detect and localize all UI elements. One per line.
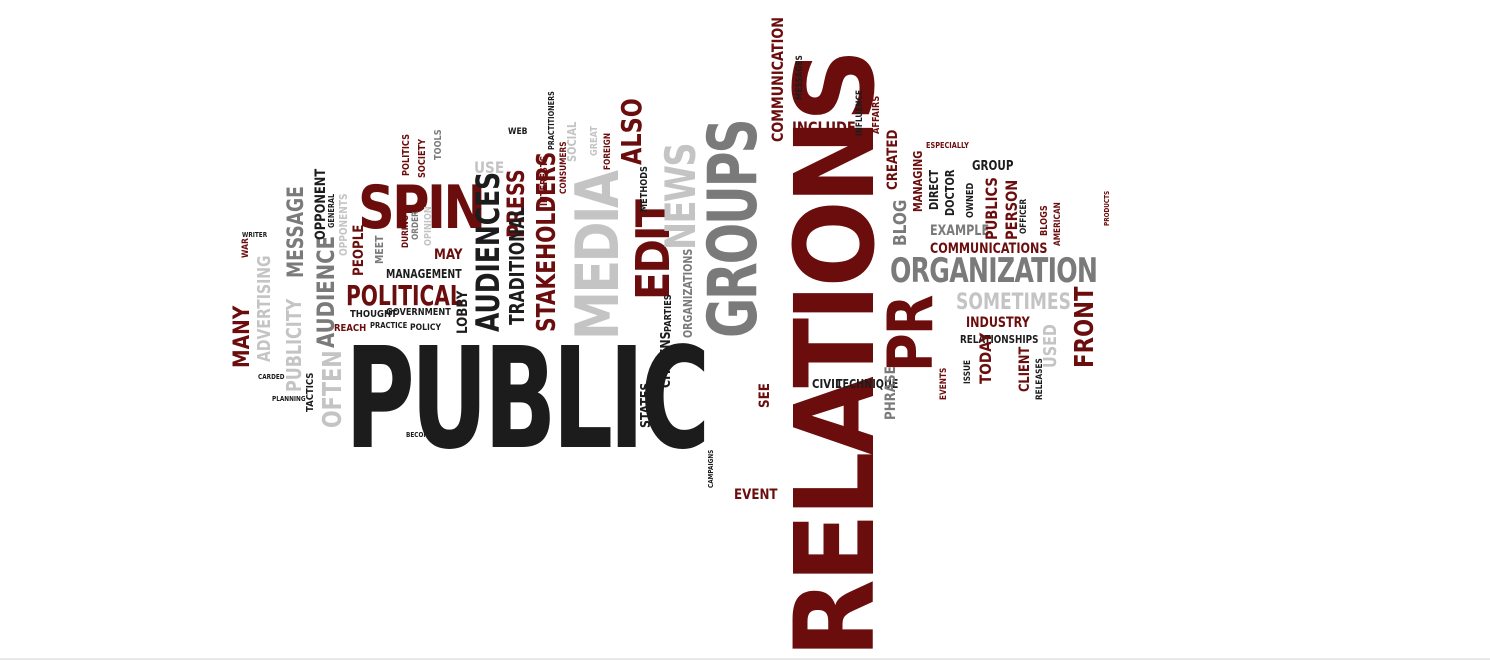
word-civil: CIVIL bbox=[812, 377, 842, 391]
word-opponents: OPPONENTS bbox=[337, 193, 350, 256]
word-issue: ISSUE bbox=[963, 359, 973, 384]
word-also: ALSO bbox=[615, 98, 648, 165]
word-created: CREATED bbox=[885, 129, 901, 190]
word-releases: RELEASES bbox=[1035, 358, 1045, 400]
word-influence: INFLUENCE bbox=[855, 89, 865, 136]
word-blog: BLOG bbox=[890, 199, 911, 246]
word-include: INCLUDE bbox=[792, 118, 856, 137]
word-publics: PUBLICS bbox=[982, 177, 1001, 240]
word-tactics: TACTICS bbox=[305, 372, 316, 412]
word-policy: POLICY bbox=[410, 323, 441, 333]
word-use: USE bbox=[474, 158, 505, 177]
word-meet: MEET bbox=[373, 235, 386, 264]
word-media: MEDIA bbox=[563, 172, 633, 340]
word-phrase: PHRASE bbox=[883, 366, 899, 420]
word-front: FRONT bbox=[1070, 286, 1100, 368]
word-products: PRODUCTS bbox=[1103, 190, 1111, 226]
word-thought: THOUGHT bbox=[350, 309, 397, 320]
word-american: AMERICAN bbox=[1053, 202, 1063, 246]
word-practitioners: PRACTITIONERS bbox=[547, 91, 556, 150]
word-people: PEOPLE bbox=[351, 224, 367, 276]
word-especially: ESPECIALLY bbox=[926, 141, 969, 150]
word-affairs: AFFAIRS bbox=[871, 95, 882, 134]
word-reach: REACH bbox=[334, 323, 367, 334]
word-publicity: PUBLICITY bbox=[282, 298, 306, 392]
word-spin: SPIN bbox=[358, 173, 486, 243]
word-message: MESSAGE bbox=[284, 186, 309, 278]
word-consumers: CONSUMERS bbox=[559, 141, 569, 194]
word-political: POLITICAL bbox=[346, 279, 463, 312]
word-general: GENERAL bbox=[327, 193, 336, 228]
word-industry: INDUSTRY bbox=[966, 315, 1030, 331]
word-foreign: FOREIGN bbox=[603, 132, 613, 170]
word-often: OFTEN bbox=[318, 350, 348, 428]
word-events: EVENTS bbox=[939, 367, 949, 400]
word-opponent: OPPONENT bbox=[313, 168, 329, 240]
bottom-divider bbox=[0, 658, 1490, 660]
word-public: PUBLIC bbox=[345, 318, 710, 481]
word-methods: METHODS bbox=[639, 166, 650, 212]
word-parties: PARTIES bbox=[663, 294, 674, 332]
word-opinion: OPINION bbox=[423, 206, 434, 246]
word-managing: MANAGING bbox=[911, 150, 925, 212]
word-see: SEE bbox=[757, 383, 773, 408]
word-groups: GROUPS bbox=[694, 120, 773, 339]
word-may: MAY bbox=[434, 247, 463, 263]
word-direct: DIRECT bbox=[927, 169, 941, 210]
word-event: EVENT bbox=[734, 487, 778, 503]
word-messages: MESSAGES bbox=[795, 55, 805, 100]
word-government: GOVERNMENT bbox=[386, 307, 451, 318]
word-organizations: ORGANIZATIONS bbox=[681, 248, 695, 338]
word-society: SOCIETY bbox=[417, 138, 428, 178]
word-planning: PLANNING bbox=[272, 395, 306, 403]
word-example: EXAMPLE bbox=[930, 223, 990, 239]
word-owned: OWNED bbox=[965, 182, 976, 218]
word-relationships: RELATIONSHIPS bbox=[960, 333, 1039, 346]
word-news: NEWS bbox=[656, 144, 705, 250]
word-become: BECOME bbox=[406, 431, 434, 439]
word-blogs: BLOGS bbox=[1039, 205, 1050, 236]
word-organization: ORGANIZATION bbox=[890, 251, 1098, 291]
word-campaigns: CAMPAIGNS bbox=[707, 449, 715, 488]
word-today: TODAY bbox=[976, 332, 995, 384]
word-traditional: TRADITIONAL bbox=[505, 206, 529, 325]
word-many: MANY bbox=[230, 305, 255, 368]
word-doctor: DOCTOR bbox=[943, 169, 957, 216]
word-war: WAR bbox=[241, 238, 251, 258]
word-advertising: ADVERTISING bbox=[254, 255, 275, 362]
word-citizens: CITIZENS bbox=[659, 331, 674, 388]
word-group: GROUP bbox=[972, 159, 1014, 174]
word-writer: WRITER bbox=[242, 231, 268, 239]
word-tools: TOOLS bbox=[433, 129, 444, 160]
word-person: PERSON bbox=[1002, 179, 1021, 240]
word-management: MANAGEMENT bbox=[386, 267, 462, 281]
word-during: DURING bbox=[401, 215, 411, 248]
word-lobby: LOBBY bbox=[455, 290, 471, 334]
word-interests: INTERESTS bbox=[539, 155, 550, 206]
word-order: ORDER bbox=[411, 211, 421, 240]
word-pr: PR bbox=[874, 296, 947, 372]
word-communication: COMMUNICATION bbox=[768, 16, 787, 143]
word-practice: PRACTICE bbox=[370, 321, 408, 330]
word-audiences: AUDIENCES bbox=[469, 171, 507, 332]
word-web: WEB bbox=[508, 127, 528, 137]
word-officer: OFFICER bbox=[1019, 198, 1029, 234]
word-great: GREAT bbox=[589, 126, 600, 156]
word-states: STATES bbox=[639, 382, 654, 428]
word-communications: COMMUNICATIONS bbox=[930, 241, 1048, 257]
word-cabled: CARDED bbox=[258, 373, 285, 381]
word-technique: TECHNIQUE bbox=[836, 377, 899, 391]
word-sometimes: SOMETIMES bbox=[956, 290, 1072, 315]
word-client: CLIENT bbox=[1017, 346, 1033, 392]
word-politics: POLITICS bbox=[401, 134, 412, 176]
